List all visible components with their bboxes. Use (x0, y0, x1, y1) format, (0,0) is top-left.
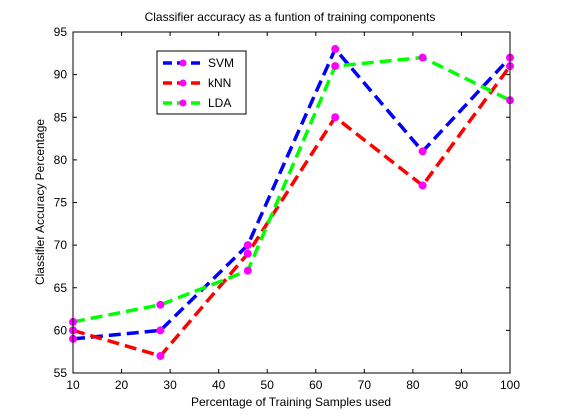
legend-label-knn: kNN (208, 76, 231, 90)
plot-frame (72, 31, 511, 374)
x-tick-label: 100 (500, 378, 520, 392)
data-point-knn (156, 351, 165, 360)
chart-title: Classifier accuracy as a funtion of trai… (145, 10, 436, 24)
data-point-lda (331, 62, 340, 71)
y-tick-label: 90 (54, 68, 68, 82)
data-point-svm (418, 147, 427, 156)
x-tick-label: 60 (309, 378, 323, 392)
data-point-svm (156, 326, 165, 335)
y-tick-label: 60 (54, 323, 68, 337)
legend-label-svm: SVM (208, 56, 234, 70)
data-point-knn (418, 181, 427, 190)
data-point-knn (243, 249, 252, 258)
x-axis-label: Percentage of Training Samples used (191, 395, 391, 409)
axis-ticks: 10 20 30 40 50 60 70 80 90 100 55 60 65 70 75 80 85 90 95 (54, 25, 521, 392)
data-point-svm (331, 45, 340, 54)
x-tick-label: 40 (212, 378, 226, 392)
legend: SVM kNN LDA (156, 50, 247, 115)
legend-label-lda: LDA (208, 96, 231, 110)
series-line-lda (72, 55, 511, 324)
x-tick-label: 80 (406, 378, 420, 392)
plot-area (73, 32, 510, 373)
y-tick-label: 95 (54, 25, 68, 39)
y-tick-label: 55 (54, 366, 68, 380)
series-layer (69, 45, 514, 360)
y-axis-label: Classifier Accuracy Percentage (33, 119, 47, 285)
x-tick-label: 50 (261, 378, 275, 392)
y-tick-label: 75 (54, 196, 68, 210)
x-tick-label: 90 (455, 378, 469, 392)
legend-marker-lda (179, 99, 187, 107)
x-tick-label: 10 (66, 378, 80, 392)
y-tick-label: 65 (54, 281, 68, 295)
y-tick-label: 70 (54, 238, 68, 252)
legend-marker-svm (179, 59, 187, 67)
x-tick-label: 30 (163, 378, 177, 392)
data-point-knn (331, 113, 340, 122)
series-line-svm (72, 45, 512, 341)
data-point-lda (243, 266, 252, 275)
series-line-knn (72, 65, 512, 358)
data-point-svm (243, 241, 252, 250)
y-tick-label: 85 (54, 110, 68, 124)
data-point-lda (418, 53, 427, 62)
data-point-lda (156, 300, 165, 309)
y-tick-label: 80 (54, 153, 68, 167)
legend-marker-knn (179, 79, 187, 87)
x-tick-label: 70 (358, 378, 372, 392)
x-tick-label: 20 (115, 378, 129, 392)
